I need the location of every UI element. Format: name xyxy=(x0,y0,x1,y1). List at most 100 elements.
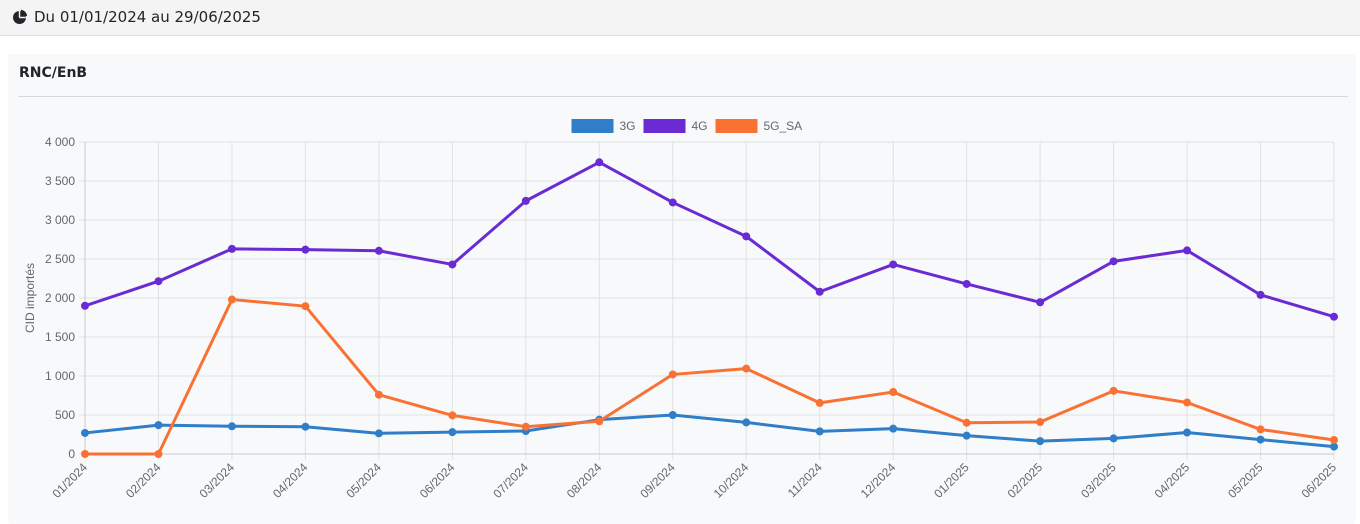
x-tick-label: 09/2024 xyxy=(637,460,678,501)
card-title: RNC/EnB xyxy=(19,65,88,81)
data-point-3g[interactable] xyxy=(889,424,898,433)
data-point-3g[interactable] xyxy=(742,418,751,427)
data-point-4g[interactable] xyxy=(81,301,89,310)
legend-swatch-3g xyxy=(571,119,614,133)
y-tick-label: 1 000 xyxy=(45,369,75,383)
x-tick-label: 05/2024 xyxy=(343,460,384,501)
x-tick-label: 08/2024 xyxy=(564,460,605,501)
date-range-header: Du 01/01/2024 au 29/06/2025 xyxy=(0,0,1360,36)
data-point-3g[interactable] xyxy=(1036,437,1045,446)
data-point-3g[interactable] xyxy=(81,428,89,437)
data-point-5g-sa[interactable] xyxy=(595,417,604,426)
data-point-4g[interactable] xyxy=(962,279,971,288)
chart-grid xyxy=(79,141,1335,460)
data-point-4g[interactable] xyxy=(521,196,530,205)
data-point-3g[interactable] xyxy=(448,428,457,437)
legend-item-5g-sa[interactable]: 5G_SA xyxy=(715,119,803,133)
data-point-5g-sa[interactable] xyxy=(889,387,898,396)
data-point-3g[interactable] xyxy=(1256,435,1265,444)
x-tick-label: 03/2025 xyxy=(1078,460,1119,501)
data-point-4g[interactable] xyxy=(448,260,457,269)
data-point-3g[interactable] xyxy=(1183,428,1192,437)
y-axis-label: CID importés xyxy=(23,263,37,333)
x-tick-label: 12/2024 xyxy=(858,460,899,501)
data-point-4g[interactable] xyxy=(1036,298,1045,307)
legend-swatch-5g-sa xyxy=(715,119,758,133)
data-point-4g[interactable] xyxy=(815,287,824,296)
data-point-5g-sa[interactable] xyxy=(521,422,530,431)
data-point-4g[interactable] xyxy=(301,245,310,254)
x-tick-label: 10/2024 xyxy=(711,460,752,501)
data-point-4g[interactable] xyxy=(595,158,604,167)
x-tick-label: 01/2024 xyxy=(50,460,91,501)
data-point-3g[interactable] xyxy=(962,431,971,440)
data-point-3g[interactable] xyxy=(154,421,163,430)
data-point-4g[interactable] xyxy=(1183,246,1192,255)
x-tick-label: 02/2025 xyxy=(1005,460,1046,501)
date-range-text: Du 01/01/2024 au 29/06/2025 xyxy=(34,8,261,26)
y-tick-label: 0 xyxy=(68,447,75,461)
series-line-3g xyxy=(84,413,1335,449)
x-tick-label: 06/2025 xyxy=(1299,460,1340,501)
data-point-3g[interactable] xyxy=(227,422,236,431)
data-point-3g[interactable] xyxy=(301,422,310,431)
data-point-5g-sa[interactable] xyxy=(815,398,824,407)
data-point-3g[interactable] xyxy=(815,427,824,436)
data-point-5g-sa[interactable] xyxy=(962,418,971,427)
data-point-4g[interactable] xyxy=(374,246,383,255)
y-tick-label: 3 500 xyxy=(45,174,75,188)
legend-label-4g: 4G xyxy=(692,119,708,133)
chart-axes: 0 500 1 000 1 500 2 000 2 500 3 000 3 500 4 000 0… xyxy=(45,135,1339,501)
x-tick-label: 06/2024 xyxy=(417,460,458,501)
data-point-3g[interactable] xyxy=(668,411,677,419)
x-tick-label: 04/2024 xyxy=(270,460,311,501)
y-tick-label: 2 500 xyxy=(45,252,75,266)
data-point-4g[interactable] xyxy=(154,277,163,286)
y-tick-label: 3 000 xyxy=(45,213,75,227)
pie-chart-icon xyxy=(13,9,28,24)
data-point-4g[interactable] xyxy=(1109,257,1118,266)
data-point-3g[interactable] xyxy=(1109,434,1118,443)
data-point-5g-sa[interactable] xyxy=(1330,435,1338,444)
x-tick-label: 03/2024 xyxy=(196,460,237,501)
series-line-5g-sa xyxy=(85,298,1335,456)
legend-item-3g[interactable]: 3G xyxy=(571,119,636,133)
legend-item-4g[interactable]: 4G xyxy=(643,119,708,133)
data-point-5g-sa[interactable] xyxy=(154,450,163,458)
legend-label-3g: 3G xyxy=(620,119,636,133)
x-tick-label: 02/2024 xyxy=(123,460,164,501)
data-point-5g-sa[interactable] xyxy=(448,411,457,420)
x-tick-label: 07/2024 xyxy=(490,460,531,501)
data-point-3g[interactable] xyxy=(374,429,383,438)
x-tick-label: 11/2024 xyxy=(785,460,825,500)
data-point-4g[interactable] xyxy=(668,198,677,207)
data-point-5g-sa[interactable] xyxy=(742,364,751,373)
data-point-4g[interactable] xyxy=(889,260,898,269)
y-tick-label: 2 000 xyxy=(45,291,75,305)
x-tick-label: 01/2025 xyxy=(931,460,972,501)
data-point-4g[interactable] xyxy=(742,232,751,241)
data-point-5g-sa[interactable] xyxy=(1109,386,1118,395)
data-point-5g-sa[interactable] xyxy=(227,295,236,304)
chart-series xyxy=(81,158,1338,458)
chart-legend: 3G 4G 5G_SA xyxy=(571,119,803,133)
y-tick-label: 500 xyxy=(55,408,75,422)
data-point-5g-sa[interactable] xyxy=(374,390,383,399)
card-divider xyxy=(18,96,1348,97)
x-tick-label: 05/2025 xyxy=(1225,460,1266,501)
data-point-5g-sa[interactable] xyxy=(668,370,677,379)
data-point-5g-sa[interactable] xyxy=(301,302,310,311)
x-tick-label: 04/2025 xyxy=(1152,460,1193,501)
y-tick-label: 1 500 xyxy=(45,330,75,344)
data-point-5g-sa[interactable] xyxy=(1183,398,1192,407)
data-point-5g-sa[interactable] xyxy=(1036,418,1045,427)
legend-swatch-4g xyxy=(643,119,686,133)
data-point-4g[interactable] xyxy=(1256,290,1265,299)
data-point-5g-sa[interactable] xyxy=(81,450,89,458)
data-point-4g[interactable] xyxy=(1330,312,1338,321)
data-point-5g-sa[interactable] xyxy=(1256,425,1265,434)
data-point-4g[interactable] xyxy=(227,244,236,253)
data-point-3g[interactable] xyxy=(1330,442,1338,451)
series-line-4g xyxy=(84,160,1335,319)
y-tick-label: 4 000 xyxy=(45,135,75,149)
